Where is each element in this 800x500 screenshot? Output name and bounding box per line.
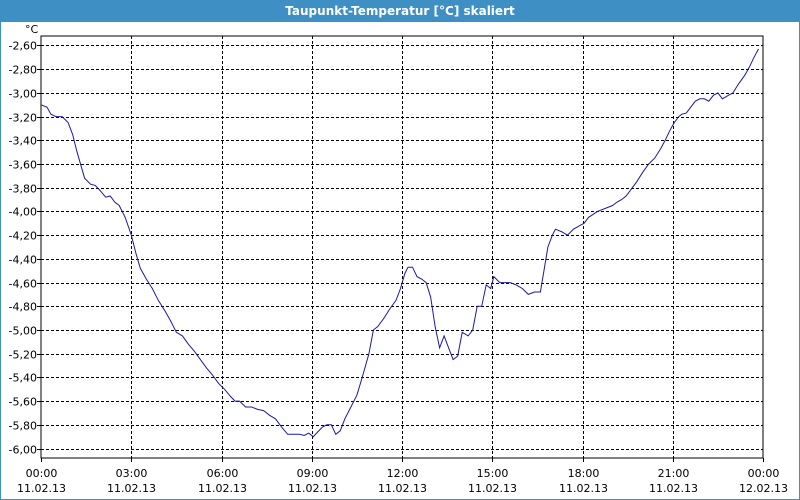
x-tick-time-label: 15:00 <box>477 467 509 480</box>
x-tick-time-label: 00:00 <box>26 467 58 480</box>
y-unit-label: °C <box>25 23 39 36</box>
x-tick-time-label: 03:00 <box>116 467 148 480</box>
y-tick-label: -5,00 <box>9 325 37 338</box>
x-tick-time-label: 00:00 <box>748 467 780 480</box>
y-tick-label: -4,80 <box>9 301 37 314</box>
y-tick-label: -4,60 <box>9 278 37 291</box>
y-tick-label: -3,40 <box>9 135 37 148</box>
y-tick-label: -3,80 <box>9 183 37 196</box>
y-tick-label: -5,60 <box>9 396 37 409</box>
x-tick-date-label: 11.02.13 <box>288 482 337 495</box>
y-tick-label: -3,60 <box>9 159 37 172</box>
window-title: Taupunkt-Temperatur [°C] skaliert <box>1 0 799 22</box>
y-tick-label: -6,00 <box>9 444 37 457</box>
series-line <box>40 48 759 438</box>
y-tick-label: -5,80 <box>9 420 37 433</box>
line-chart: -2,60 -2,80 -3,00 -3,20 -3,40 -3,60 -3,80 -4,00… <box>9 23 788 495</box>
y-tick-label: -3,20 <box>9 112 37 125</box>
x-tick-date-label: 11.02.13 <box>378 482 427 495</box>
x-tick-date-label: 11.02.13 <box>649 482 698 495</box>
y-tick-label: -4,40 <box>9 254 37 267</box>
x-tick-date-label: 11.02.13 <box>17 482 66 495</box>
x-tick-time-label: 21:00 <box>658 467 690 480</box>
x-tick-date-label: 11.02.13 <box>198 482 247 495</box>
x-tick-date-label: 11.02.13 <box>107 482 156 495</box>
x-tick-date-label: 11.02.13 <box>468 482 517 495</box>
y-tick-label: -5,20 <box>9 349 37 362</box>
x-tick-time-label: 18:00 <box>568 467 600 480</box>
x-tick-date-label: 11.02.13 <box>559 482 608 495</box>
y-tick-label: -5,40 <box>9 372 37 385</box>
x-tick-time-label: 09:00 <box>297 467 329 480</box>
y-tick-label: -4,00 <box>9 206 37 219</box>
x-tick-time-label: 06:00 <box>207 467 239 480</box>
x-tick-date-label: 12.02.13 <box>739 482 788 495</box>
y-tick-label: -2,60 <box>9 40 37 53</box>
y-tick-label: -4,20 <box>9 230 37 243</box>
y-tick-label: -3,00 <box>9 88 37 101</box>
x-tick-time-label: 12:00 <box>387 467 419 480</box>
y-tick-label: -2,80 <box>9 64 37 77</box>
